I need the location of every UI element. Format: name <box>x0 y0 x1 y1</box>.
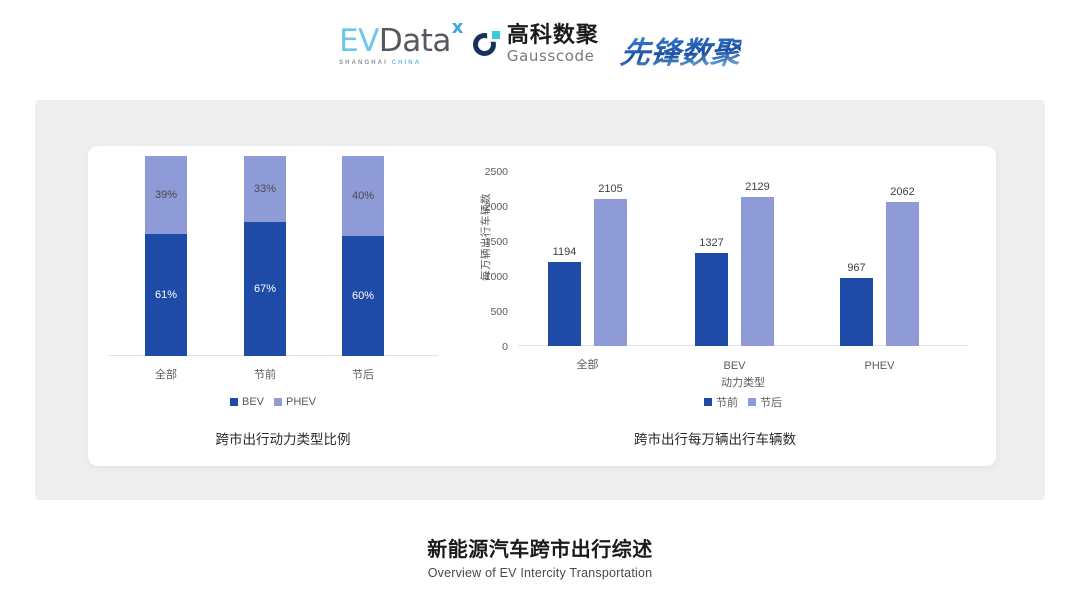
gausscode-cn-name: 高科数聚 <box>506 23 599 48</box>
bar-jieqian <box>840 278 873 346</box>
legend-item[interactable]: BEV <box>230 396 264 408</box>
x-tick-label: 全部 <box>576 359 599 371</box>
legend-item[interactable]: 节后 <box>748 394 782 410</box>
evdata-wordmark: EVData x <box>339 19 463 59</box>
gausscode-text: 高科数聚 Gausscode <box>507 25 599 64</box>
chart-legend: BEV PHEV <box>108 396 438 408</box>
bar-jieqian <box>548 262 581 346</box>
y-tick-label: 0 <box>502 341 508 353</box>
bar-value-label: 2129 <box>745 180 770 193</box>
legend-swatch <box>230 398 238 406</box>
evdata-logo: EVData x SHANGHAI CHINA <box>339 19 463 67</box>
evdata-data-text: Data <box>378 23 452 59</box>
page-footer: 新能源汽车跨市出行综述 Overview of EV Intercity Tra… <box>0 533 1080 580</box>
evdata-tagline-city: SHANGHAI <box>339 60 388 66</box>
chart-trips-per-10k: 0 500 1000 1500 2000 2500 每万辆出行车辆数 1194 2105 全部 13… <box>470 146 990 447</box>
bar-jieqian <box>695 253 728 346</box>
chart-caption: 跨市出行每万辆出行车辆数 <box>634 432 796 447</box>
evdata-x-superscript-icon: x <box>451 17 464 38</box>
bar-segment-phev: 33% <box>244 156 286 222</box>
bar-segment-bev: 60% <box>342 236 384 356</box>
gausscode-square-shape <box>491 31 500 39</box>
chart-caption: 跨市出行动力类型比例 <box>215 432 351 447</box>
gausscode-en-name: Gausscode <box>506 47 595 65</box>
y-tick-label: 500 <box>490 306 508 318</box>
xianfeng-logo: 先锋数聚 <box>618 22 743 72</box>
bar-segment-phev: 40% <box>342 156 384 236</box>
x-tick-label: 节前 <box>254 369 276 381</box>
bar-segment-bev: 61% <box>145 234 187 356</box>
y-tick-label: 1000 <box>484 271 508 283</box>
x-tick-label: 全部 <box>155 369 177 381</box>
bar-value-label: 2062 <box>890 185 915 198</box>
stacked-bar-column: 40% 60% <box>342 156 384 356</box>
x-axis-title: 动力类型 <box>721 377 765 389</box>
bar-jiehou <box>886 201 919 346</box>
bar-segment-phev: 39% <box>145 156 187 234</box>
bar-value-label: 1194 <box>552 246 577 259</box>
gausscode-mark-icon <box>472 31 500 58</box>
bar-jiehou <box>741 196 774 346</box>
x-tick-label: PHEV <box>864 360 895 372</box>
gausscode-logo: 高科数聚 Gausscode <box>472 22 599 64</box>
legend-label: BEV <box>242 396 265 408</box>
legend-item[interactable]: PHEV <box>274 396 316 408</box>
legend-swatch <box>274 398 283 406</box>
y-tick-label: 2000 <box>484 201 508 213</box>
page-subtitle: Overview of EV Intercity Transportation <box>427 566 653 580</box>
legend-item[interactable]: 节前 <box>704 394 738 410</box>
x-tick-label: 节后 <box>352 369 374 381</box>
bar-jiehou <box>594 198 627 346</box>
y-tick-label: 2500 <box>484 166 508 178</box>
legend-label: 节后 <box>760 397 782 409</box>
evdata-tagline: SHANGHAI CHINA <box>339 60 451 66</box>
legend-swatch <box>704 398 712 406</box>
gausscode-ring-shape <box>472 33 496 56</box>
page-title: 新能源汽车跨市出行综述 <box>427 537 653 561</box>
stacked-bar-column: 39% 61% <box>145 156 187 356</box>
bar-value-label: 1327 <box>699 237 724 250</box>
stacked-bar-column: 33% 67% <box>244 156 286 356</box>
chart-legend: 节前 节后 <box>518 394 968 410</box>
chart-powertrain-share: 39% 61% 全部 33% 67% 节前 40% 60% 节后 BEV PHEV 跨市出行动力类型比… <box>88 146 488 447</box>
logo-bar: EVData x SHANGHAI CHINA 高科数聚 Gausscode 先… <box>0 19 1080 80</box>
y-axis-title: 每万辆出行车辆数 <box>480 193 492 281</box>
legend-label: PHEV <box>286 396 316 408</box>
evdata-ev-text: EV <box>339 23 379 59</box>
x-tick-label: BEV <box>723 360 746 372</box>
legend-swatch <box>748 398 756 406</box>
legend-label: 节前 <box>716 397 738 409</box>
bar-value-label: 2105 <box>598 182 623 195</box>
y-tick-label: 1500 <box>484 236 508 248</box>
bar-value-label: 967 <box>847 262 866 275</box>
evdata-tagline-country: CHINA <box>391 60 422 66</box>
bar-segment-bev: 67% <box>244 222 286 356</box>
